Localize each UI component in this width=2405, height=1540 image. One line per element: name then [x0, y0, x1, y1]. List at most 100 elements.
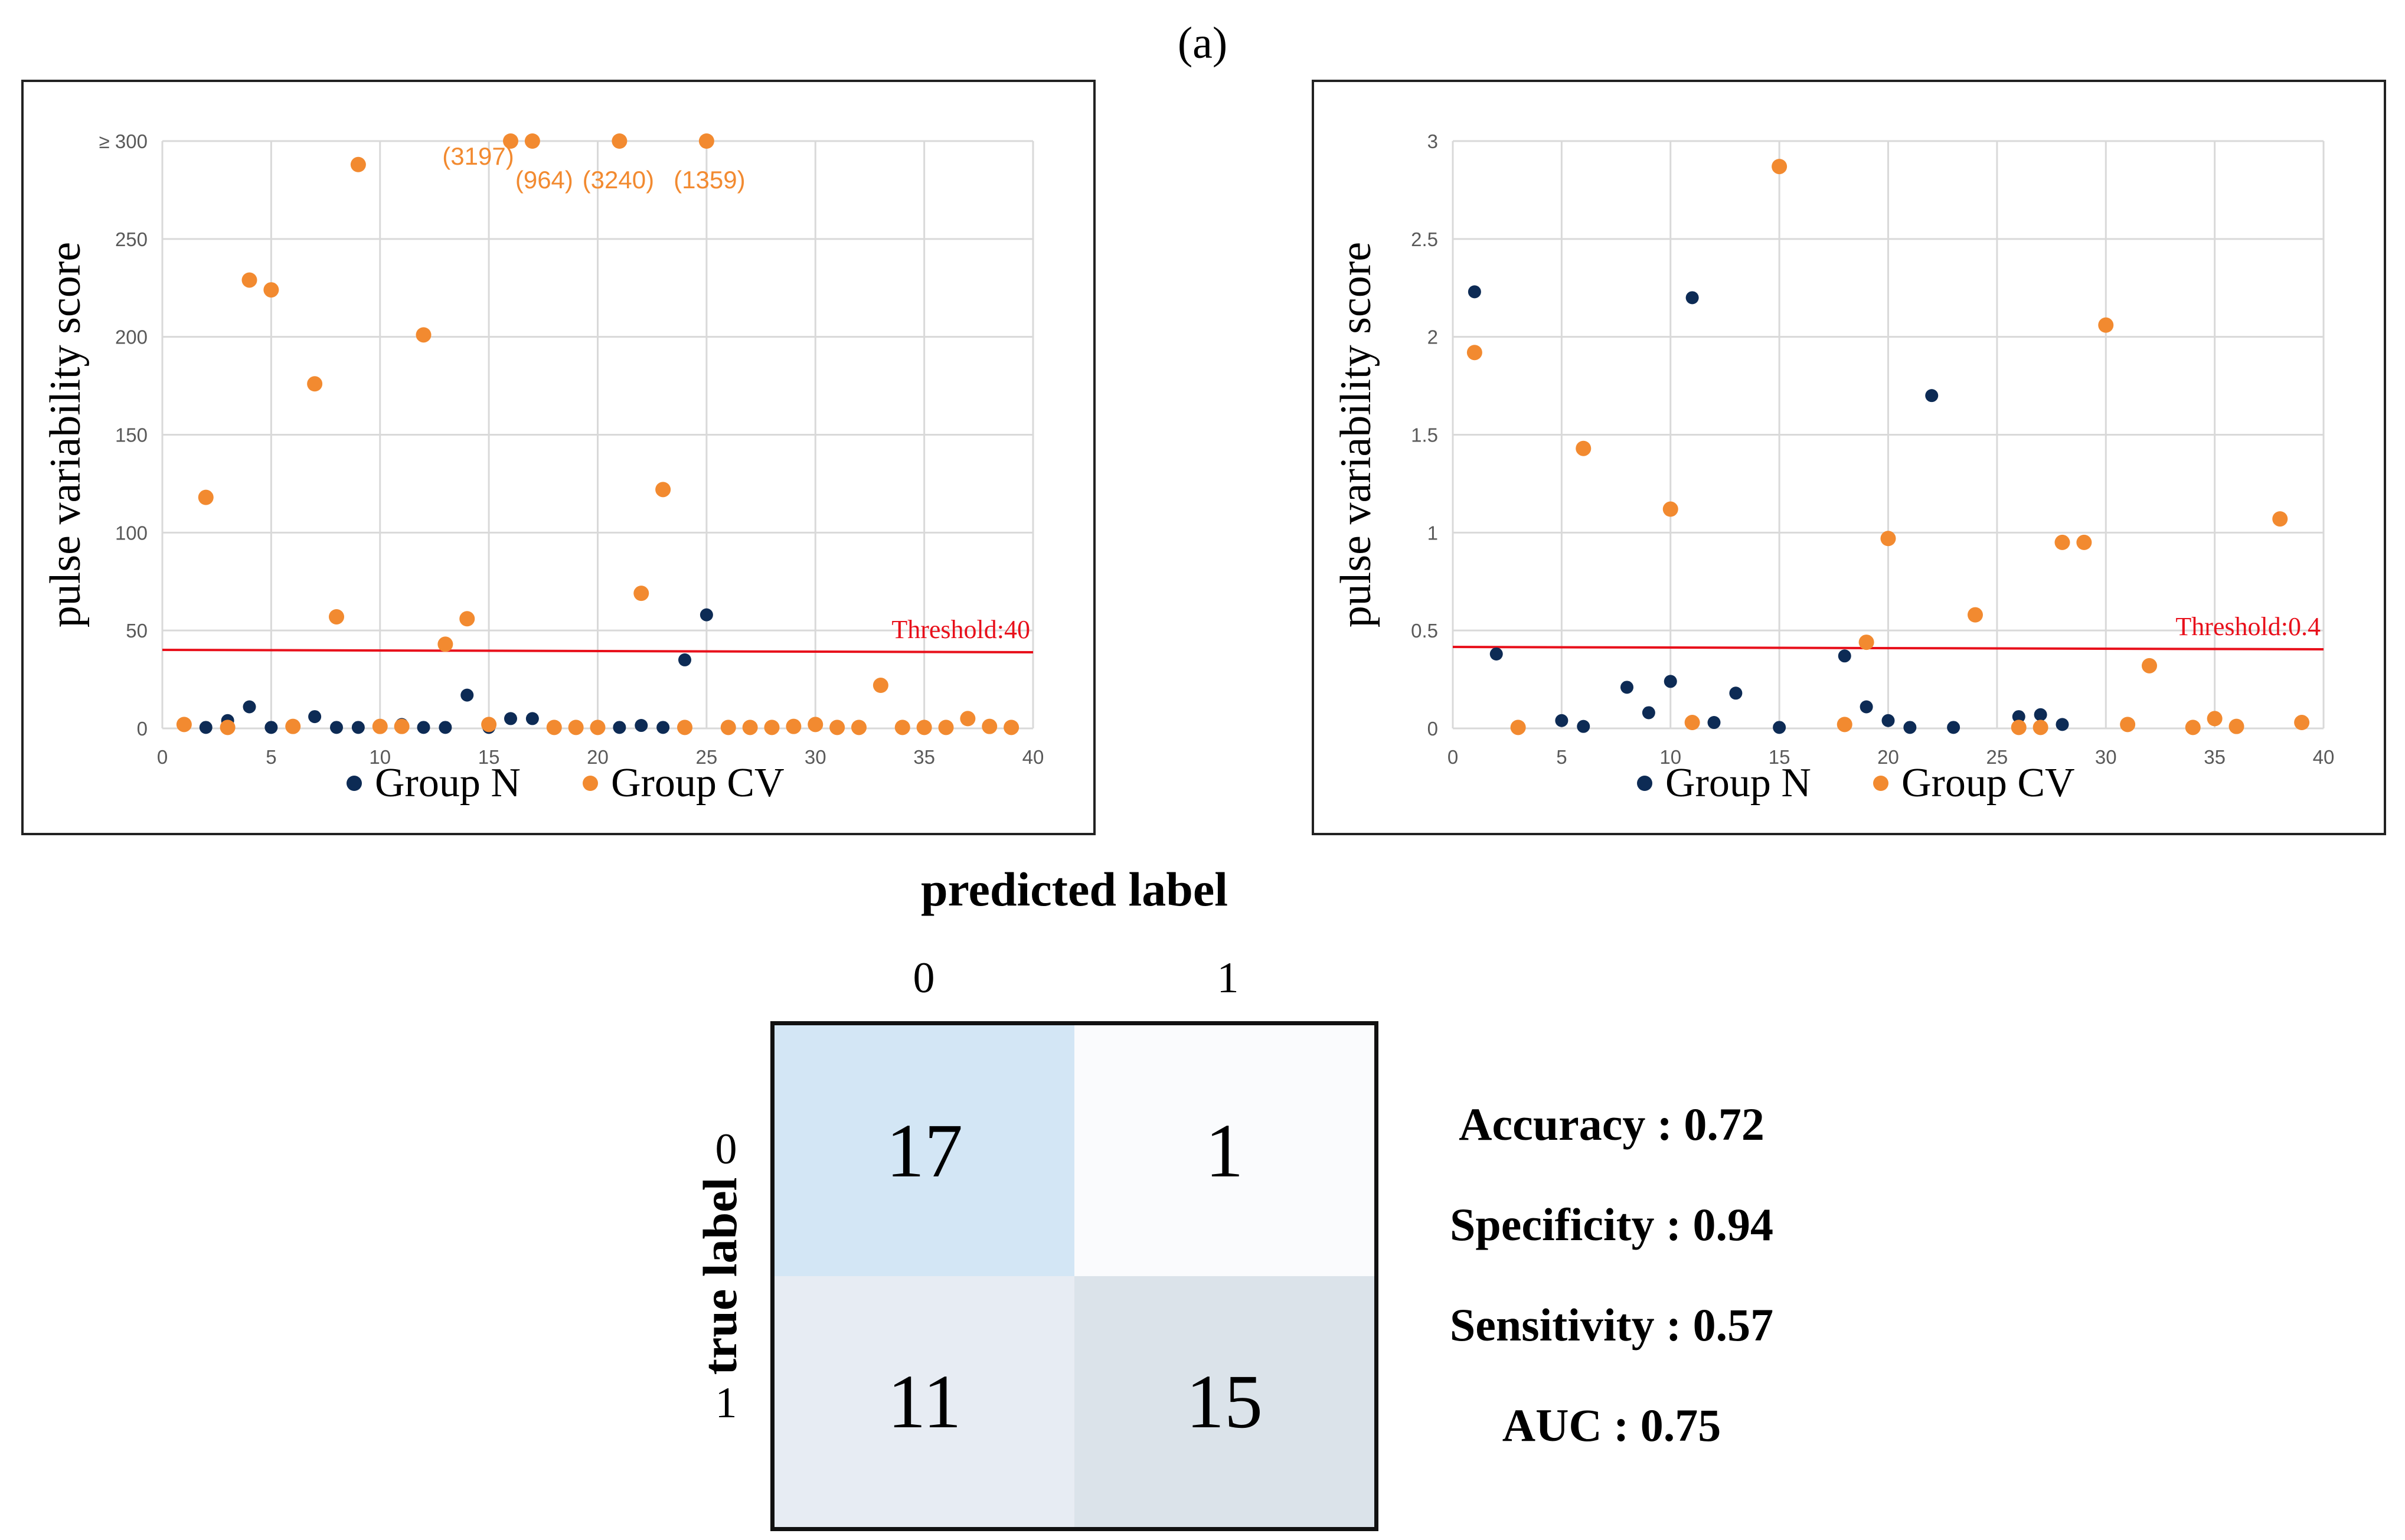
point-group-n	[1773, 721, 1786, 734]
cm-cell-0-1: 1	[1074, 1025, 1374, 1276]
legend-marker-group-n	[347, 776, 362, 791]
point-group-n	[1489, 647, 1503, 661]
col-label-0: 0	[913, 954, 935, 1002]
col-label-1: 1	[1217, 954, 1239, 1002]
x-tick-label: 30	[2095, 746, 2117, 768]
legend-marker-group-n	[1637, 776, 1652, 791]
row-label-1: 1	[715, 1379, 737, 1427]
point-group-cv	[2228, 718, 2244, 734]
y-tick-label: 2	[1427, 326, 1438, 348]
point-group-cv	[481, 717, 497, 733]
chart-right-svg: 0 5 10 15 20 25 30 35 40 0 0.5 1 1.5 2 2.5 3 pulse varia…	[1332, 130, 2335, 806]
point-group-cv	[1510, 720, 1526, 735]
x-tick-label: 15	[478, 746, 500, 768]
point-group-cv	[916, 720, 932, 735]
point-group-cv	[720, 720, 736, 735]
point-group-cv	[1576, 440, 1592, 456]
point-group-cv	[590, 720, 606, 735]
point-group-cv	[764, 720, 780, 735]
x-tick-label: 40	[1022, 746, 1044, 768]
y-tick-label: 50	[126, 620, 148, 642]
point-group-cv	[307, 376, 323, 392]
point-group-cv	[2033, 720, 2048, 735]
metric-accuracy: Accuracy : 0.72	[1459, 1098, 1764, 1150]
point-group-cv	[1662, 501, 1678, 517]
y-tick-label: 1.5	[1411, 424, 1438, 446]
point-group-cv	[2294, 715, 2310, 731]
y-tick-label: 0	[1427, 718, 1438, 740]
point-group-n	[1903, 721, 1917, 734]
y-tick-label: 0	[137, 718, 148, 740]
point-group-n	[678, 653, 691, 666]
metric-auc: AUC : 0.75	[1502, 1400, 1721, 1451]
point-group-cv	[2185, 720, 2201, 735]
y-tick-label: 2.5	[1411, 228, 1438, 250]
panel-label: (a)	[1177, 18, 1228, 68]
point-group-cv	[851, 720, 867, 735]
y-tick-label: 100	[115, 522, 148, 544]
legend-label-group-cv: Group CV	[1901, 760, 2075, 806]
point-group-cv	[263, 282, 279, 298]
point-group-cv	[1968, 607, 1983, 623]
y-tick-label: 200	[115, 326, 148, 348]
x-tick-label: 40	[2313, 746, 2335, 768]
metric-sensitivity: Sensitivity : 0.57	[1449, 1299, 1774, 1351]
point-group-cv	[786, 718, 802, 734]
threshold-line	[1452, 646, 2324, 651]
row-label-0: 0	[715, 1125, 737, 1173]
point-group-n	[308, 710, 322, 724]
point-group-cv	[568, 720, 584, 735]
x-tick-label: 35	[913, 746, 935, 768]
point-group-n	[1685, 291, 1699, 305]
point-group-cv	[894, 720, 910, 735]
point-group-n	[243, 700, 256, 714]
x-tick-label: 20	[1877, 746, 1899, 768]
cm-cell-1-0: 11	[775, 1276, 1074, 1527]
y-tick-label: 150	[115, 424, 148, 446]
point-group-cv	[873, 678, 888, 694]
point-group-n	[2012, 710, 2025, 724]
point-group-n	[264, 721, 278, 734]
point-group-cv	[2207, 711, 2223, 727]
point-group-cv	[982, 718, 998, 734]
point-group-cv	[677, 720, 692, 735]
point-group-n	[439, 721, 452, 734]
x-tick-label: 10	[369, 746, 391, 768]
point-group-cv	[2142, 658, 2157, 673]
threshold-label: Threshold:40	[891, 615, 1030, 644]
point-group-cv	[742, 720, 758, 735]
x-tick-label: 35	[2204, 746, 2226, 768]
x-tick-label: 20	[587, 746, 609, 768]
point-group-cv	[546, 720, 562, 735]
point-group-cv	[655, 482, 671, 498]
outlier-annotation: (3197)	[442, 142, 514, 170]
point-group-cv	[960, 711, 976, 727]
point-group-cv	[459, 611, 475, 627]
x-tick-label: 25	[696, 746, 718, 768]
legend-label-group-cv: Group CV	[611, 760, 785, 806]
point-group-n	[1947, 721, 1960, 734]
point-group-cv	[2120, 717, 2136, 733]
point-group-cv	[2011, 720, 2027, 735]
point-group-n	[2034, 708, 2047, 721]
y-axis-title: pulse variability score	[41, 242, 90, 627]
point-group-cv	[2076, 534, 2092, 550]
point-group-n	[1838, 649, 1851, 663]
confusion-matrix: 17 1 11 15	[770, 1021, 1378, 1531]
point-group-cv	[1880, 531, 1896, 547]
predicted-label-title: predicted label	[920, 862, 1228, 916]
point-group-cv	[612, 133, 628, 149]
point-group-cv	[524, 133, 540, 149]
point-group-n	[1577, 720, 1590, 733]
y-tick-label: 1	[1427, 522, 1438, 544]
cm-cell-1-1: 15	[1074, 1276, 1374, 1527]
x-tick-label: 25	[1986, 746, 2008, 768]
point-group-n	[1468, 285, 1481, 299]
legend-label-group-n: Group N	[375, 760, 521, 806]
y-tick-label: 0.5	[1411, 620, 1438, 642]
point-group-cv	[808, 717, 824, 733]
point-group-cv	[829, 720, 845, 735]
point-group-n	[525, 712, 539, 725]
point-group-cv	[416, 327, 432, 343]
point-group-n	[1555, 714, 1569, 727]
